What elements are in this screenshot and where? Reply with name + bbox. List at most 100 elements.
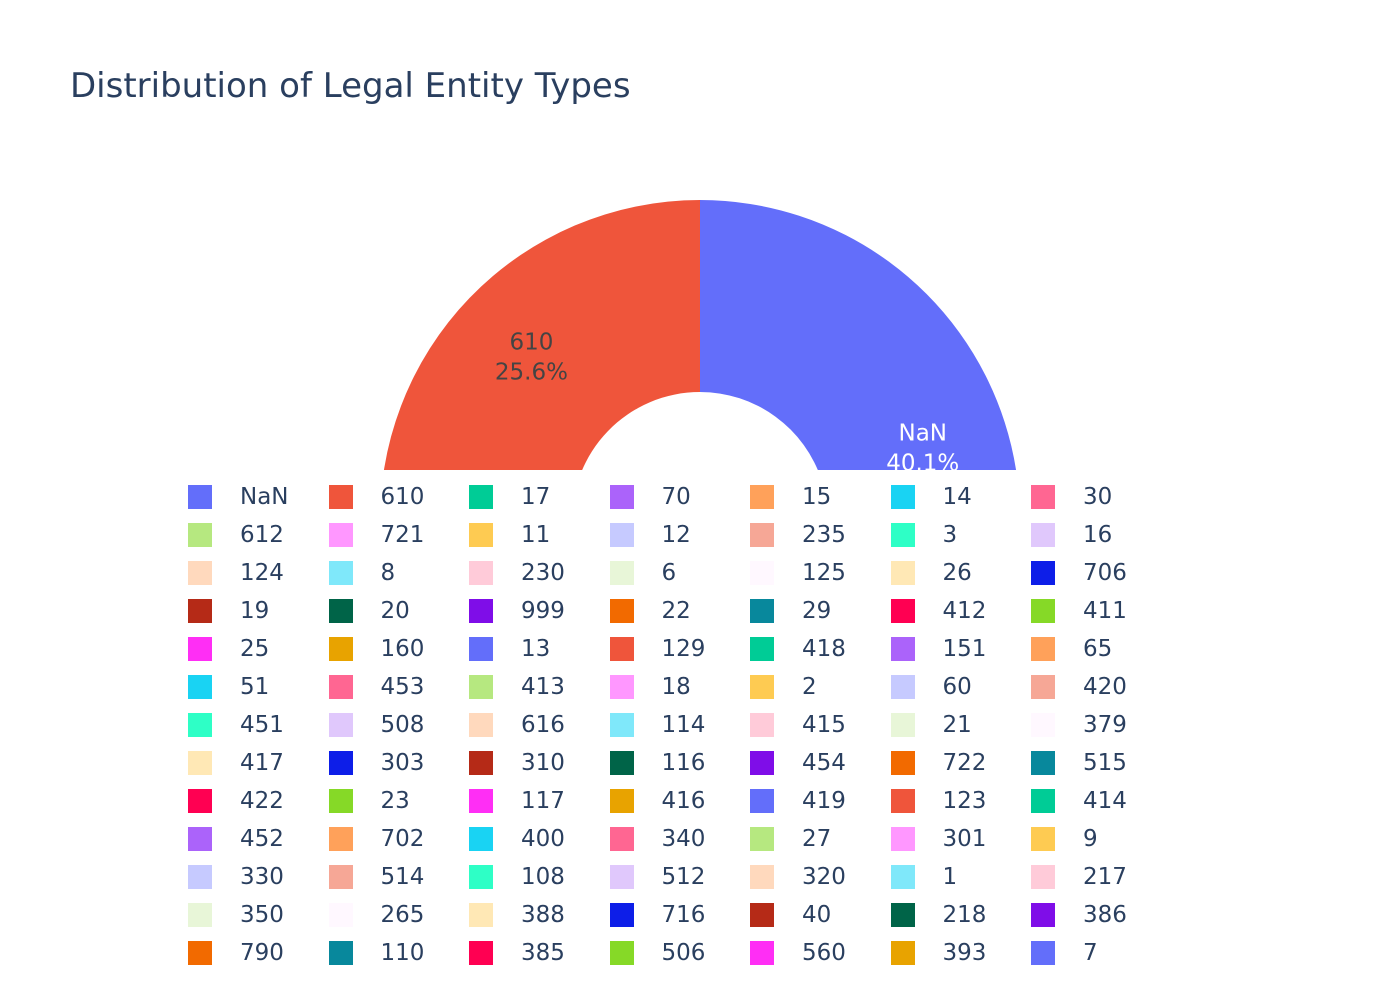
legend-item-235[interactable]: 235 — [750, 516, 846, 554]
chart-title: Distribution of Legal Entity Types — [70, 66, 631, 106]
legend-item-14[interactable]: 14 — [890, 478, 972, 516]
slice-610[interactable] — [380, 200, 700, 532]
legend-item-11[interactable]: 11 — [469, 516, 550, 554]
legend-item-702[interactable]: 702 — [328, 820, 424, 858]
legend-item-123[interactable]: 123 — [890, 782, 986, 820]
legend-item-413[interactable]: 413 — [469, 668, 565, 706]
legend-item-385[interactable]: 385 — [469, 934, 565, 972]
legend-item-506[interactable]: 506 — [609, 934, 705, 972]
legend-item-452[interactable]: 452 — [188, 820, 284, 858]
legend-item-400[interactable]: 400 — [469, 820, 565, 858]
legend-item-19[interactable]: 19 — [188, 592, 269, 630]
legend-label: 790 — [240, 940, 284, 966]
legend-item-418[interactable]: 418 — [750, 630, 846, 668]
legend-item-18[interactable]: 18 — [609, 668, 691, 706]
legend-item-160[interactable]: 160 — [328, 630, 424, 668]
legend-item-560[interactable]: 560 — [750, 934, 846, 972]
legend-item-706[interactable]: 706 — [1031, 554, 1127, 592]
legend-item-116[interactable]: 116 — [609, 744, 705, 782]
legend-item-17[interactable]: 17 — [469, 478, 550, 516]
legend-item-514[interactable]: 514 — [328, 858, 425, 896]
legend-item-508[interactable]: 508 — [328, 706, 424, 744]
legend-item-616[interactable]: 616 — [469, 706, 565, 744]
legend-item-310[interactable]: 310 — [469, 744, 565, 782]
legend-item-721[interactable]: 721 — [328, 516, 424, 554]
legend-item-30[interactable]: 30 — [1031, 478, 1112, 516]
legend-item-790[interactable]: 790 — [188, 934, 284, 972]
legend-item-6[interactable]: 6 — [609, 554, 676, 592]
legend-item-303[interactable]: 303 — [328, 744, 424, 782]
legend-item-218[interactable]: 218 — [890, 896, 986, 934]
legend-item-999[interactable]: 999 — [469, 592, 565, 630]
legend-item-411[interactable]: 411 — [1031, 592, 1127, 630]
legend-item-412[interactable]: 412 — [890, 592, 986, 630]
legend-item-51[interactable]: 51 — [188, 668, 269, 706]
legend-item-420[interactable]: 420 — [1031, 668, 1127, 706]
legend-item-415[interactable]: 415 — [750, 706, 846, 744]
legend-item-716[interactable]: 716 — [609, 896, 705, 934]
legend-item-21[interactable]: 21 — [890, 706, 972, 744]
legend-item-22[interactable]: 22 — [609, 592, 691, 630]
legend-item-416[interactable]: 416 — [609, 782, 705, 820]
legend-item-388[interactable]: 388 — [469, 896, 565, 934]
legend-item-265[interactable]: 265 — [328, 896, 424, 934]
legend-item-108[interactable]: 108 — [469, 858, 565, 896]
legend-item-722[interactable]: 722 — [890, 744, 986, 782]
legend-item-419[interactable]: 419 — [750, 782, 846, 820]
legend-item-451[interactable]: 451 — [188, 706, 284, 744]
legend-item-65[interactable]: 65 — [1031, 630, 1112, 668]
legend-item-7[interactable]: 7 — [1031, 934, 1098, 972]
legend-item-20[interactable]: 20 — [328, 592, 410, 630]
legend-item-612[interactable]: 612 — [188, 516, 284, 554]
legend-item-23[interactable]: 23 — [328, 782, 410, 820]
legend-item-15[interactable]: 15 — [750, 478, 831, 516]
legend-item-70[interactable]: 70 — [609, 478, 691, 516]
legend-item-340[interactable]: 340 — [609, 820, 705, 858]
legend-item-29[interactable]: 29 — [750, 592, 831, 630]
legend-item-301[interactable]: 301 — [890, 820, 986, 858]
legend-swatch — [890, 523, 915, 547]
legend-item-379[interactable]: 379 — [1031, 706, 1127, 744]
legend-item-386[interactable]: 386 — [1031, 896, 1127, 934]
legend-item-60[interactable]: 60 — [890, 668, 972, 706]
legend-item-610[interactable]: 610 — [328, 478, 424, 516]
legend-item-124[interactable]: 124 — [188, 554, 284, 592]
legend-item-129[interactable]: 129 — [609, 630, 705, 668]
legend-item-453[interactable]: 453 — [328, 668, 424, 706]
legend-item-1[interactable]: 1 — [890, 858, 957, 896]
legend-item-230[interactable]: 230 — [469, 554, 565, 592]
legend-item-393[interactable]: 393 — [890, 934, 986, 972]
legend-item-125[interactable]: 125 — [750, 554, 846, 592]
legend-item-512[interactable]: 512 — [609, 858, 705, 896]
legend-item-25[interactable]: 25 — [188, 630, 269, 668]
legend-item-515[interactable]: 515 — [1031, 744, 1127, 782]
legend-item-330[interactable]: 330 — [188, 858, 284, 896]
legend-item-117[interactable]: 117 — [469, 782, 565, 820]
legend-item-8[interactable]: 8 — [328, 554, 395, 592]
legend-item-454[interactable]: 454 — [750, 744, 846, 782]
legend-item-26[interactable]: 26 — [890, 554, 972, 592]
legend-swatch — [890, 561, 915, 585]
legend-item-110[interactable]: 110 — [328, 934, 424, 972]
legend-item-NaN[interactable]: NaN — [188, 478, 289, 516]
legend-label: 514 — [380, 864, 425, 890]
legend-label: 108 — [521, 864, 565, 890]
legend-item-217[interactable]: 217 — [1031, 858, 1127, 896]
legend-item-27[interactable]: 27 — [750, 820, 831, 858]
legend-item-114[interactable]: 114 — [609, 706, 705, 744]
legend-item-151[interactable]: 151 — [890, 630, 986, 668]
legend-item-320[interactable]: 320 — [750, 858, 846, 896]
legend-item-422[interactable]: 422 — [188, 782, 284, 820]
legend-item-16[interactable]: 16 — [1031, 516, 1112, 554]
legend-item-3[interactable]: 3 — [890, 516, 957, 554]
legend-item-40[interactable]: 40 — [750, 896, 831, 934]
legend-item-2[interactable]: 2 — [750, 668, 817, 706]
legend-item-9[interactable]: 9 — [1031, 820, 1098, 858]
legend-item-417[interactable]: 417 — [188, 744, 284, 782]
slice-NaN[interactable] — [700, 200, 1020, 780]
legend-item-350[interactable]: 350 — [188, 896, 284, 934]
legend-item-13[interactable]: 13 — [469, 630, 550, 668]
legend-item-12[interactable]: 12 — [609, 516, 691, 554]
legend-item-414[interactable]: 414 — [1031, 782, 1127, 820]
